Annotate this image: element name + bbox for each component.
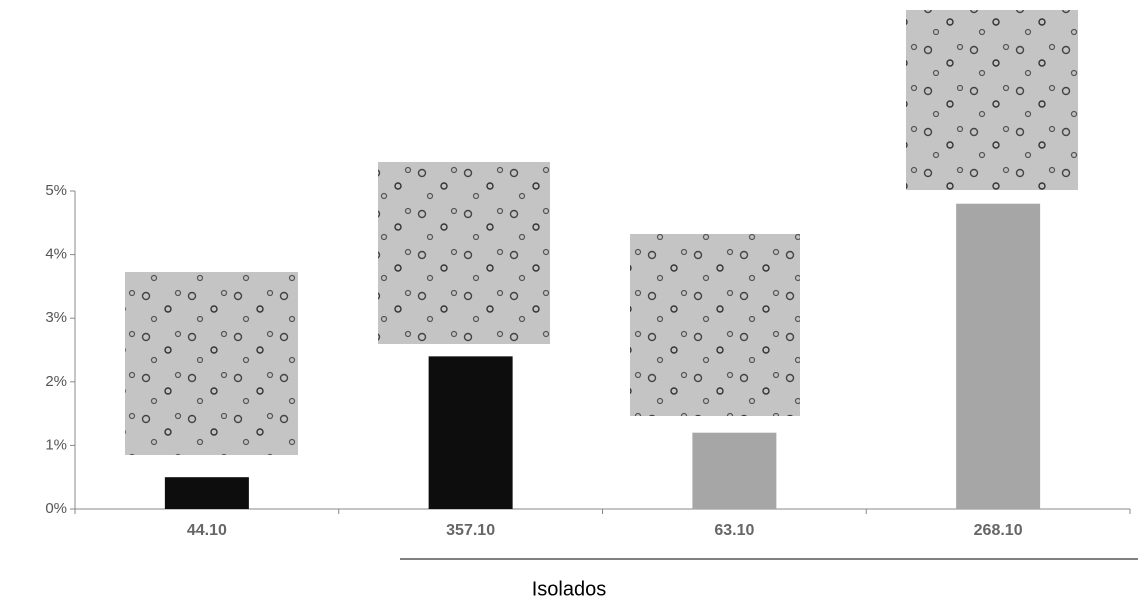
micrograph	[630, 234, 800, 416]
micrograph	[906, 10, 1078, 190]
x-tick-label: 268.10	[974, 522, 1023, 539]
bar	[165, 477, 249, 509]
x-axis-title: Isolados	[532, 578, 607, 600]
y-tick-label: 5%	[45, 182, 67, 199]
x-tick-label: 357.10	[446, 522, 495, 539]
x-tick-label: 63.10	[714, 522, 754, 539]
micrograph	[125, 272, 298, 455]
y-tick-label: 4%	[45, 246, 67, 263]
chart: Isolados 0% 1% 2% 3% 4% 5% 44.10 357.10 63.10 268…	[0, 0, 1138, 601]
y-tick-label: 1%	[45, 436, 67, 453]
bar	[956, 204, 1040, 509]
y-tick-label: 2%	[45, 373, 67, 390]
micrograph	[378, 162, 550, 344]
y-tick-label: 3%	[45, 309, 67, 326]
x-tick-label: 44.10	[187, 522, 227, 539]
y-tick-label: 0%	[45, 500, 67, 517]
bar	[429, 356, 513, 509]
micrographs	[125, 10, 1078, 455]
bar	[692, 433, 776, 509]
